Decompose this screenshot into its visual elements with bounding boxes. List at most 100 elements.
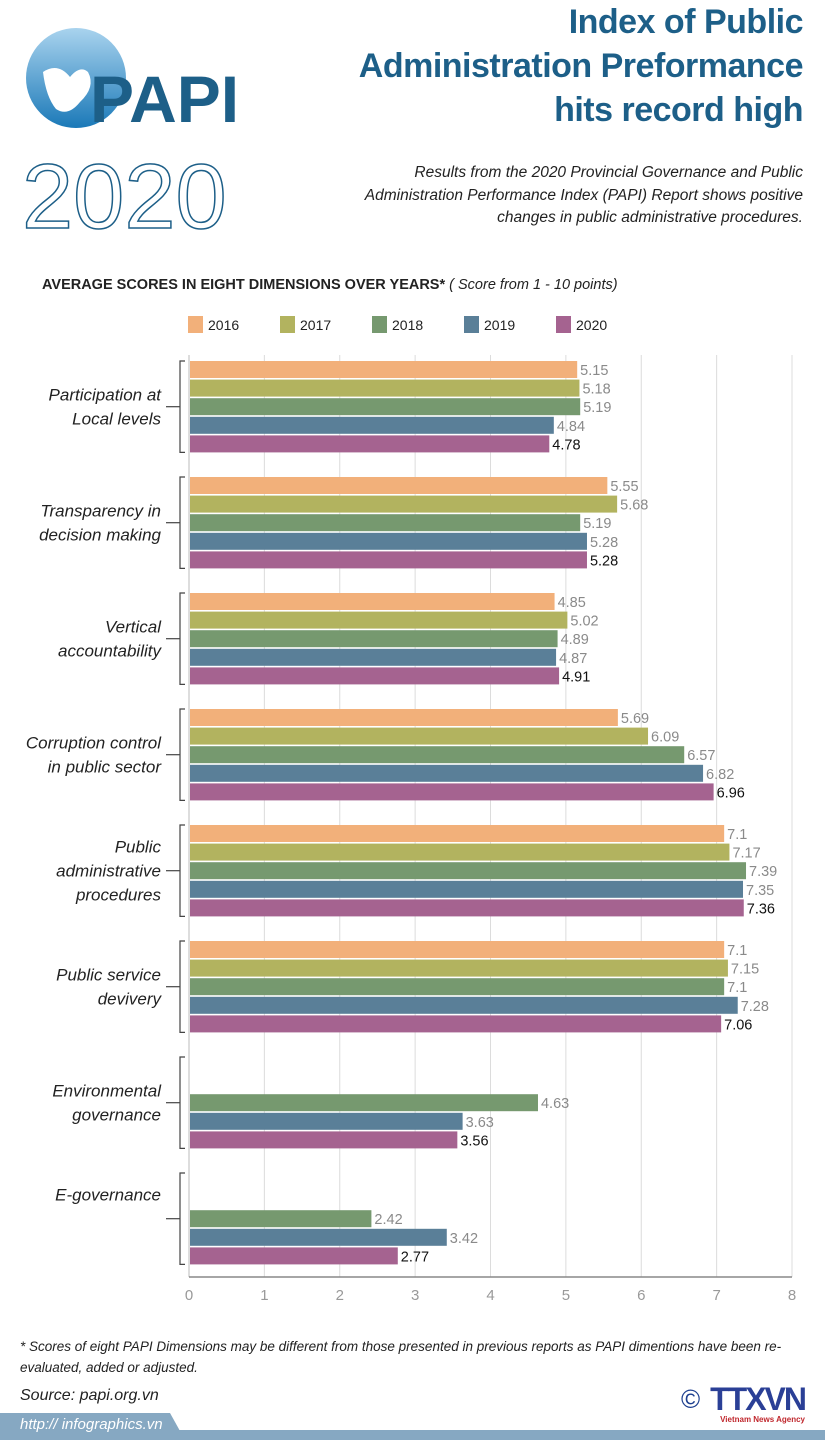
- bar-2020: [190, 551, 587, 569]
- data-label: 3.63: [466, 1115, 494, 1131]
- data-label: 7.17: [732, 846, 760, 862]
- legend-label: 2019: [484, 316, 516, 333]
- page-title: Index of Public Administration Preforman…: [359, 0, 804, 132]
- data-label: 5.28: [590, 553, 618, 569]
- chart-title-main: AVERAGE SCORES IN EIGHT DIMENSIONS OVER …: [42, 277, 446, 293]
- brand-name: TTXVN: [710, 1381, 807, 1417]
- bar-2016: [190, 477, 608, 494]
- agency-name: Vietnam News Agency: [720, 1415, 805, 1424]
- chart-title-note: ( Score from 1 - 10 points): [449, 277, 618, 293]
- data-label: 4.85: [558, 595, 586, 611]
- bar-2018: [190, 862, 747, 880]
- data-label: 4.78: [552, 437, 580, 453]
- x-tick-label: 7: [712, 1287, 720, 1304]
- legend-swatch: [280, 316, 295, 333]
- dove-icon: [43, 68, 91, 112]
- bar-2016: [190, 361, 578, 378]
- data-label: 7.36: [747, 901, 775, 917]
- bar-2017: [190, 379, 580, 397]
- x-tick-label: 8: [788, 1287, 796, 1304]
- category-label: Vertical: [105, 618, 162, 637]
- data-label: 3.42: [450, 1231, 478, 1247]
- bar-chart: 0 1 2 3 4 5 6 7 8 Participation at Local levels 5.1…: [26, 355, 796, 1304]
- category-label: Public service: [56, 966, 161, 985]
- bar-2018: [190, 398, 581, 416]
- legend-item-2016: 2016: [188, 316, 280, 333]
- website-link[interactable]: http:// infographics.vn: [20, 1416, 163, 1433]
- bar-2020: [190, 1131, 458, 1149]
- category-label: Corruption control: [26, 734, 162, 753]
- bar-2016: [190, 709, 618, 726]
- data-label: 5.15: [580, 363, 608, 379]
- data-label: 7.1: [727, 980, 747, 996]
- footer-bar: [0, 1430, 825, 1440]
- x-tick-label: 5: [562, 1287, 570, 1304]
- group-bracket: [179, 592, 185, 685]
- group-bracket: [179, 1172, 185, 1265]
- group-bracket: [179, 940, 185, 1033]
- bar-2020: [190, 1247, 398, 1265]
- source-text: Source: papi.org.vn: [20, 1387, 159, 1404]
- bar-2016: [190, 941, 725, 958]
- bar-2019: [190, 1228, 447, 1246]
- data-label: 4.63: [541, 1096, 569, 1112]
- data-label: 4.87: [559, 651, 587, 667]
- bar-2019: [190, 764, 704, 782]
- legend-item-2018: 2018: [372, 316, 464, 333]
- x-tick-label: 6: [637, 1287, 645, 1304]
- papi-2020-logo: PAPI 2020: [21, 28, 239, 235]
- legend-swatch: [464, 316, 479, 333]
- bar-2017: [190, 959, 728, 977]
- x-tick-label: 1: [260, 1287, 268, 1304]
- category-label: accountability: [58, 642, 163, 661]
- bar-2018: [190, 1094, 538, 1112]
- legend-label: 2016: [208, 316, 240, 333]
- group-bracket: [179, 824, 185, 917]
- category-label: Local levels: [72, 410, 161, 429]
- data-label: 5.18: [582, 382, 610, 398]
- legend-item-2019: 2019: [464, 316, 556, 333]
- data-label: 6.09: [651, 730, 679, 746]
- data-label: 6.82: [706, 767, 734, 783]
- subtitle-line: Administration Performance Index (PAPI) …: [364, 186, 803, 204]
- category-label: governance: [72, 1106, 161, 1125]
- bar-2016: [190, 593, 555, 610]
- category-label: in public sector: [48, 758, 163, 777]
- x-tick-label: 2: [336, 1287, 344, 1304]
- category-label: E-governance: [55, 1186, 161, 1205]
- legend-label: 2020: [576, 316, 608, 333]
- data-label: 7.35: [746, 883, 774, 899]
- legend-item-2017: 2017: [280, 316, 372, 333]
- footnote: * Scores of eight PAPI Dimensions may be…: [20, 1339, 782, 1375]
- bar-2018: [190, 746, 685, 764]
- data-label: 4.91: [562, 669, 590, 685]
- bar-2016: [190, 825, 725, 842]
- chart-legend: 2016 2017 2018 2019 2020: [188, 316, 648, 333]
- group-bracket: [179, 708, 185, 801]
- bar-2019: [190, 996, 738, 1014]
- bar-2020: [190, 1015, 722, 1033]
- x-tick-label: 0: [185, 1287, 193, 1304]
- logo-papi-text: PAPI: [90, 62, 239, 136]
- data-label: 5.55: [610, 479, 638, 495]
- copyright-icon: ©: [680, 1384, 701, 1414]
- data-label: 5.28: [590, 535, 618, 551]
- data-label: 7.15: [731, 962, 759, 978]
- bar-2017: [190, 727, 649, 745]
- data-label: 6.96: [717, 785, 745, 801]
- category-label: decision making: [39, 526, 161, 545]
- chart-title: AVERAGE SCORES IN EIGHT DIMENSIONS OVER …: [42, 277, 618, 293]
- group-bracket: [179, 360, 185, 453]
- bar-2018: [190, 630, 558, 648]
- category-label: administrative: [56, 862, 161, 881]
- category-label: Transparency in: [40, 502, 161, 521]
- category-label: Environmental: [52, 1082, 162, 1101]
- subtitle-line: changes in public administrative procedu…: [497, 209, 803, 226]
- bar-2017: [190, 843, 730, 861]
- bar-2020: [190, 783, 714, 801]
- legend-label: 2018: [392, 316, 424, 333]
- bar-2020: [190, 435, 550, 453]
- page-subtitle: Results from the 2020 Provincial Governa…: [365, 162, 803, 230]
- title-line: hits record high: [554, 91, 803, 129]
- data-label: 7.28: [741, 999, 769, 1015]
